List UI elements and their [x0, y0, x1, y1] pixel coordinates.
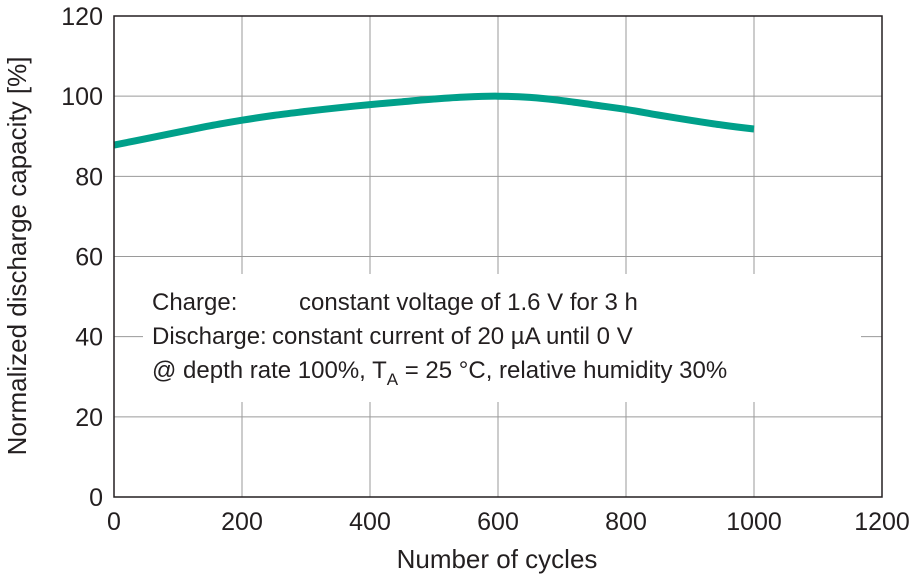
annotation: Charge: constant voltage of 1.6 V for 3 … — [152, 289, 727, 389]
annotation-conditions: @ depth rate 100%, TA = 25 °C, relative … — [152, 357, 727, 389]
annotation-conditions-subscript: A — [387, 370, 399, 389]
x-tick-label: 1200 — [854, 508, 910, 536]
annotation-conditions-suffix: = 25 °C, relative humidity 30% — [398, 357, 727, 384]
annotation-background — [143, 274, 861, 402]
tick-labels: 0 200 400 600 800 1000 1200 0 20 40 60 80 100 120 — [61, 3, 910, 536]
plot-frame — [113, 15, 883, 498]
x-axis-label: Number of cycles — [397, 544, 598, 574]
annotation-discharge-value: constant current of 20 µA until 0 V — [272, 323, 633, 350]
series-group — [113, 92, 755, 149]
x-tick-label: 400 — [349, 508, 391, 536]
x-tick-label: 200 — [221, 508, 263, 536]
grid — [114, 16, 882, 497]
y-tick-label: 20 — [75, 404, 103, 432]
y-axis-label: Normalized discharge capacity [%] — [2, 57, 32, 456]
x-tick-label: 800 — [605, 508, 647, 536]
annotation-discharge-key: Discharge: — [152, 323, 267, 350]
annotation-charge-key: Charge: — [152, 289, 237, 316]
y-tick-label: 120 — [61, 3, 103, 31]
x-tick-label: 0 — [107, 508, 121, 536]
y-tick-label: 40 — [75, 324, 103, 352]
y-tick-label: 80 — [75, 163, 103, 191]
x-tick-label: 1000 — [726, 508, 782, 536]
x-tick-label: 600 — [477, 508, 519, 536]
annotation-conditions-prefix: @ depth rate 100%, T — [152, 357, 387, 384]
series-line — [113, 92, 755, 149]
y-tick-label: 60 — [75, 244, 103, 272]
annotation-charge-value: constant voltage of 1.6 V for 3 h — [299, 289, 638, 316]
y-tick-label: 100 — [61, 83, 103, 111]
y-tick-label: 0 — [89, 484, 103, 512]
